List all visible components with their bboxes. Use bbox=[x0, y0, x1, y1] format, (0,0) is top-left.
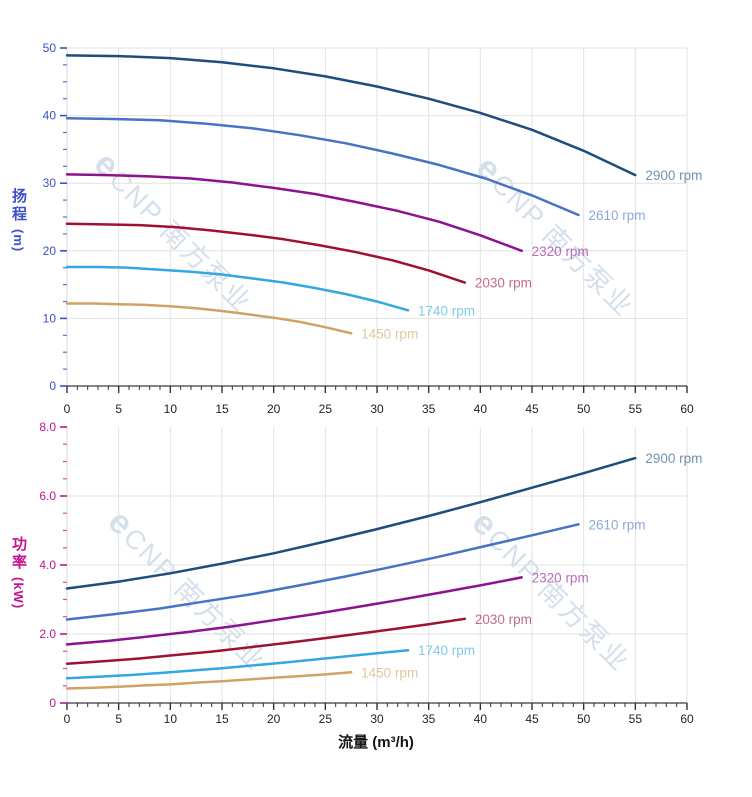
chart-head: 0 5 10 15 20 25 30 35 40 45 50 55 60 0 10 20 30 40 50 2900 … bbox=[43, 41, 703, 416]
chart-power: 0 5 10 15 20 25 30 35 40 45 50 55 60 0 2.0 4.0 6.0 8.0 290… bbox=[39, 420, 702, 726]
x-tick-label: 10 bbox=[164, 402, 178, 416]
series-2320-rpm-curve bbox=[65, 173, 523, 253]
series-label: 1740 rpm bbox=[418, 643, 475, 658]
y-tick-label: 4.0 bbox=[39, 558, 56, 572]
x-tick-label: 15 bbox=[215, 712, 229, 726]
series-2320-rpm-curve bbox=[65, 576, 523, 646]
x-tick-label: 30 bbox=[370, 712, 384, 726]
x-tick-label: 25 bbox=[319, 402, 333, 416]
power-axis-title: 功率 (kW) bbox=[8, 536, 29, 609]
x-tick-label: 60 bbox=[680, 402, 694, 416]
x-tick-label: 35 bbox=[422, 402, 436, 416]
x-tick-label: 20 bbox=[267, 402, 281, 416]
x-tick-label: 45 bbox=[525, 402, 539, 416]
flow-axis-title: 流量 (m³/h) bbox=[338, 734, 414, 751]
series-2030-rpm-curve bbox=[65, 222, 467, 284]
head-axis-title: 扬程 (m) bbox=[8, 188, 29, 252]
y-tick-label: 40 bbox=[43, 109, 57, 123]
series-label: 1740 rpm bbox=[418, 303, 475, 318]
series-1740-rpm-curve bbox=[65, 265, 410, 312]
series-2900-rpm-curve bbox=[65, 54, 637, 177]
y-tick-label: 50 bbox=[43, 41, 57, 55]
x-tick-label: 35 bbox=[422, 712, 436, 726]
x-tick-label: 55 bbox=[629, 712, 643, 726]
x-tick-label: 20 bbox=[267, 712, 281, 726]
series-label: 2610 rpm bbox=[589, 208, 646, 223]
y-tick-label: 2.0 bbox=[39, 627, 56, 641]
x-tick-label: 0 bbox=[64, 402, 71, 416]
series-label: 2030 rpm bbox=[475, 276, 532, 291]
head-axis-title-cn: 扬程 bbox=[10, 188, 27, 224]
y-tick-label: 30 bbox=[43, 176, 57, 190]
x-tick-label: 40 bbox=[474, 402, 488, 416]
power-axis-title-unit: (kW) bbox=[11, 577, 26, 610]
x-tick-label: 45 bbox=[525, 712, 539, 726]
series-label: 1450 rpm bbox=[361, 326, 418, 341]
series-1450-rpm-curve bbox=[65, 302, 353, 335]
x-tick-label: 55 bbox=[629, 402, 643, 416]
series-label: 2030 rpm bbox=[475, 612, 532, 627]
x-tick-label: 60 bbox=[680, 712, 694, 726]
series-label: 2320 rpm bbox=[532, 570, 589, 585]
series-label: 2320 rpm bbox=[532, 244, 589, 259]
x-tick-label: 15 bbox=[215, 402, 229, 416]
series-label: 2900 rpm bbox=[645, 168, 702, 183]
y-tick-label: 20 bbox=[43, 244, 57, 258]
x-tick-label: 0 bbox=[64, 712, 71, 726]
x-tick-label: 10 bbox=[164, 712, 178, 726]
series-2610-rpm-curve bbox=[65, 523, 580, 621]
x-tick-label: 50 bbox=[577, 712, 591, 726]
series-2030-rpm-curve bbox=[65, 617, 467, 665]
x-tick-label: 5 bbox=[115, 402, 122, 416]
y-tick-label: 0 bbox=[49, 696, 56, 710]
series-label: 2610 rpm bbox=[589, 517, 646, 532]
series-2610-rpm-curve bbox=[65, 117, 580, 217]
x-tick-label: 40 bbox=[474, 712, 488, 726]
head-axis-title-unit: (m) bbox=[11, 229, 26, 253]
series-label: 1450 rpm bbox=[361, 665, 418, 680]
x-tick-label: 50 bbox=[577, 402, 591, 416]
y-tick-label: 10 bbox=[43, 311, 57, 325]
power-axis-title-cn: 功率 bbox=[10, 536, 27, 572]
y-tick-label: 0 bbox=[49, 379, 56, 393]
y-tick-label: 8.0 bbox=[39, 420, 56, 434]
series-1450-rpm-curve bbox=[65, 671, 353, 690]
x-tick-label: 25 bbox=[319, 712, 333, 726]
series-1740-rpm-curve bbox=[65, 648, 410, 680]
series-2900-rpm-curve bbox=[65, 456, 637, 590]
x-tick-label: 30 bbox=[370, 402, 384, 416]
x-tick-label: 5 bbox=[115, 712, 122, 726]
y-tick-label: 6.0 bbox=[39, 489, 56, 503]
series-label: 2900 rpm bbox=[645, 451, 702, 466]
